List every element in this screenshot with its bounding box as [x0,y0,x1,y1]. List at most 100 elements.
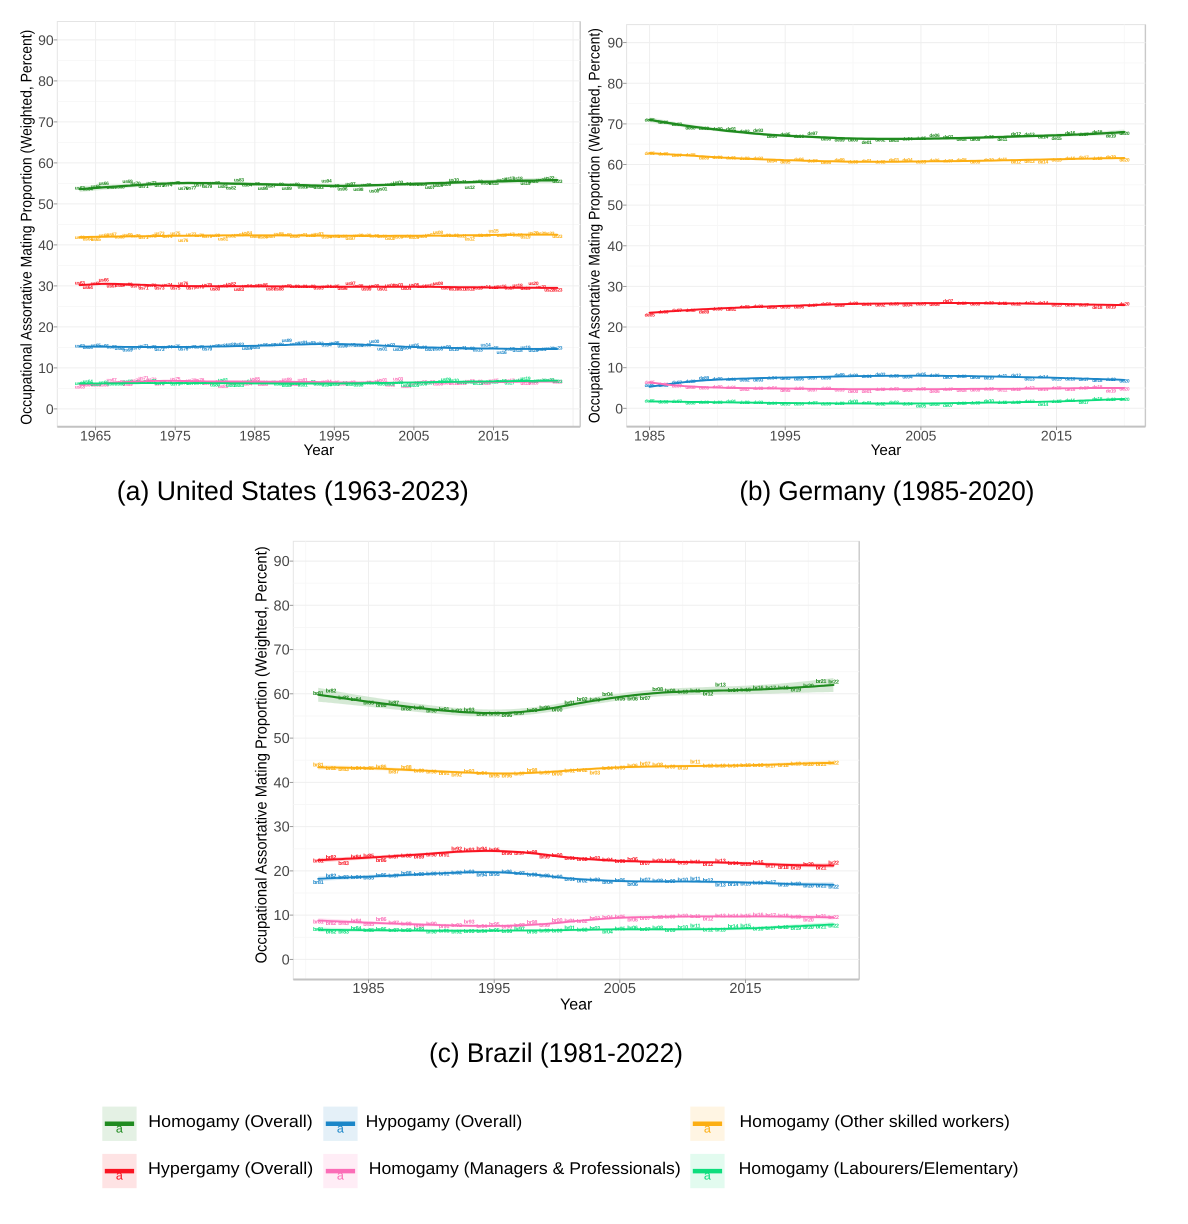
svg-text:br00: br00 [552,707,563,713]
svg-text:br20: br20 [803,925,814,931]
svg-text:Hypogamy (Overall): Hypogamy (Overall) [366,1112,523,1131]
svg-text:br14: br14 [728,882,740,888]
svg-text:de15: de15 [1052,302,1063,308]
svg-text:de95: de95 [780,160,791,166]
svg-text:us11: us11 [457,287,467,293]
svg-text:us73: us73 [154,347,165,353]
svg-text:de08: de08 [957,388,968,394]
svg-text:us81: us81 [218,184,229,190]
svg-text:us69: us69 [122,382,133,388]
svg-text:br17: br17 [765,763,776,769]
svg-text:a: a [116,1121,123,1135]
svg-text:us92: us92 [306,184,317,190]
svg-text:us02: us02 [385,236,396,242]
svg-text:de07: de07 [943,299,954,305]
svg-text:us96: us96 [337,381,348,387]
svg-text:br18: br18 [778,865,789,871]
svg-text:de03: de03 [889,138,900,144]
svg-text:de87: de87 [672,384,683,390]
svg-text:us73: us73 [154,231,165,237]
svg-text:de11: de11 [997,137,1007,143]
svg-text:br11: br11 [690,760,700,766]
svg-text:Homogamy (Managers & Professio: Homogamy (Managers & Professionals) [369,1159,681,1178]
svg-text:br94: br94 [476,712,488,718]
svg-text:de94: de94 [767,401,778,407]
svg-text:us03: us03 [393,377,404,383]
svg-text:us01: us01 [377,378,388,384]
svg-text:Year: Year [303,442,334,459]
svg-text:br02: br02 [577,919,588,925]
svg-text:br21: br21 [816,924,827,930]
svg-text:10: 10 [38,360,54,376]
svg-text:br81: br81 [313,859,324,865]
svg-text:br09: br09 [665,928,676,934]
svg-text:de89: de89 [699,376,710,382]
svg-text:us65: us65 [91,382,102,388]
svg-text:de89: de89 [699,155,710,161]
svg-text:br10: br10 [677,766,688,772]
svg-text:us73: us73 [154,183,165,189]
svg-text:us64: us64 [83,237,94,243]
svg-text:de96: de96 [794,401,805,407]
svg-text:1985: 1985 [239,427,270,443]
svg-text:us63: us63 [75,235,86,241]
svg-text:us93: us93 [313,185,324,191]
svg-text:us96: us96 [337,286,348,292]
svg-text:us63: us63 [75,385,86,391]
svg-text:br20: br20 [803,883,814,889]
svg-text:de87: de87 [672,153,683,159]
svg-text:br81: br81 [313,763,324,769]
svg-text:us20: us20 [528,179,539,185]
svg-text:us68: us68 [115,346,126,352]
svg-text:0: 0 [615,400,623,416]
svg-text:de91: de91 [726,377,737,383]
svg-text:us05: us05 [409,343,420,349]
svg-text:br12: br12 [703,691,714,697]
svg-text:us70: us70 [130,181,141,187]
svg-text:20: 20 [38,319,54,335]
svg-text:de19: de19 [1106,388,1117,394]
svg-text:us04: us04 [401,345,412,351]
svg-text:de98: de98 [821,402,832,408]
svg-text:us21: us21 [536,347,547,353]
svg-text:Homogamy (Labourers/Elementary: Homogamy (Labourers/Elementary) [739,1159,1019,1178]
svg-text:us91: us91 [298,185,309,191]
svg-text:de00: de00 [848,389,859,395]
svg-text:1995: 1995 [319,427,350,443]
svg-text:us86: us86 [258,235,269,241]
svg-text:br02: br02 [577,768,588,774]
svg-text:br20: br20 [803,762,814,768]
svg-text:br84: br84 [351,875,363,881]
svg-text:us01: us01 [377,234,388,240]
svg-text:br88: br88 [401,765,412,771]
svg-text:us01: us01 [377,286,388,292]
svg-text:us66: us66 [99,382,110,388]
svg-text:br93: br93 [464,929,475,935]
svg-text:us03: us03 [393,347,404,353]
svg-text:us12: us12 [465,287,476,293]
svg-text:us80: us80 [210,286,221,292]
svg-text:de97: de97 [807,376,818,382]
svg-text:us99: us99 [361,287,372,293]
svg-text:30: 30 [274,820,290,836]
svg-text:br98: br98 [527,920,538,926]
svg-text:a: a [704,1169,711,1183]
svg-text:us16: us16 [497,350,508,356]
svg-text:br18: br18 [778,763,789,769]
svg-text:a: a [704,1121,711,1135]
svg-text:de92: de92 [740,387,751,393]
svg-text:de95: de95 [780,388,791,394]
svg-text:us01: us01 [377,382,388,388]
svg-text:de99: de99 [835,137,846,143]
svg-text:us20: us20 [528,230,539,236]
svg-text:br95: br95 [489,712,500,718]
svg-text:de14: de14 [1038,160,1049,166]
svg-text:us09: us09 [441,377,452,383]
svg-text:de90: de90 [712,400,723,406]
svg-text:us89: us89 [282,383,293,389]
svg-text:br88: br88 [401,706,412,712]
svg-text:de85: de85 [645,313,656,319]
svg-text:de12: de12 [1011,373,1022,379]
svg-text:br18: br18 [778,883,789,889]
svg-text:de92: de92 [740,377,751,383]
